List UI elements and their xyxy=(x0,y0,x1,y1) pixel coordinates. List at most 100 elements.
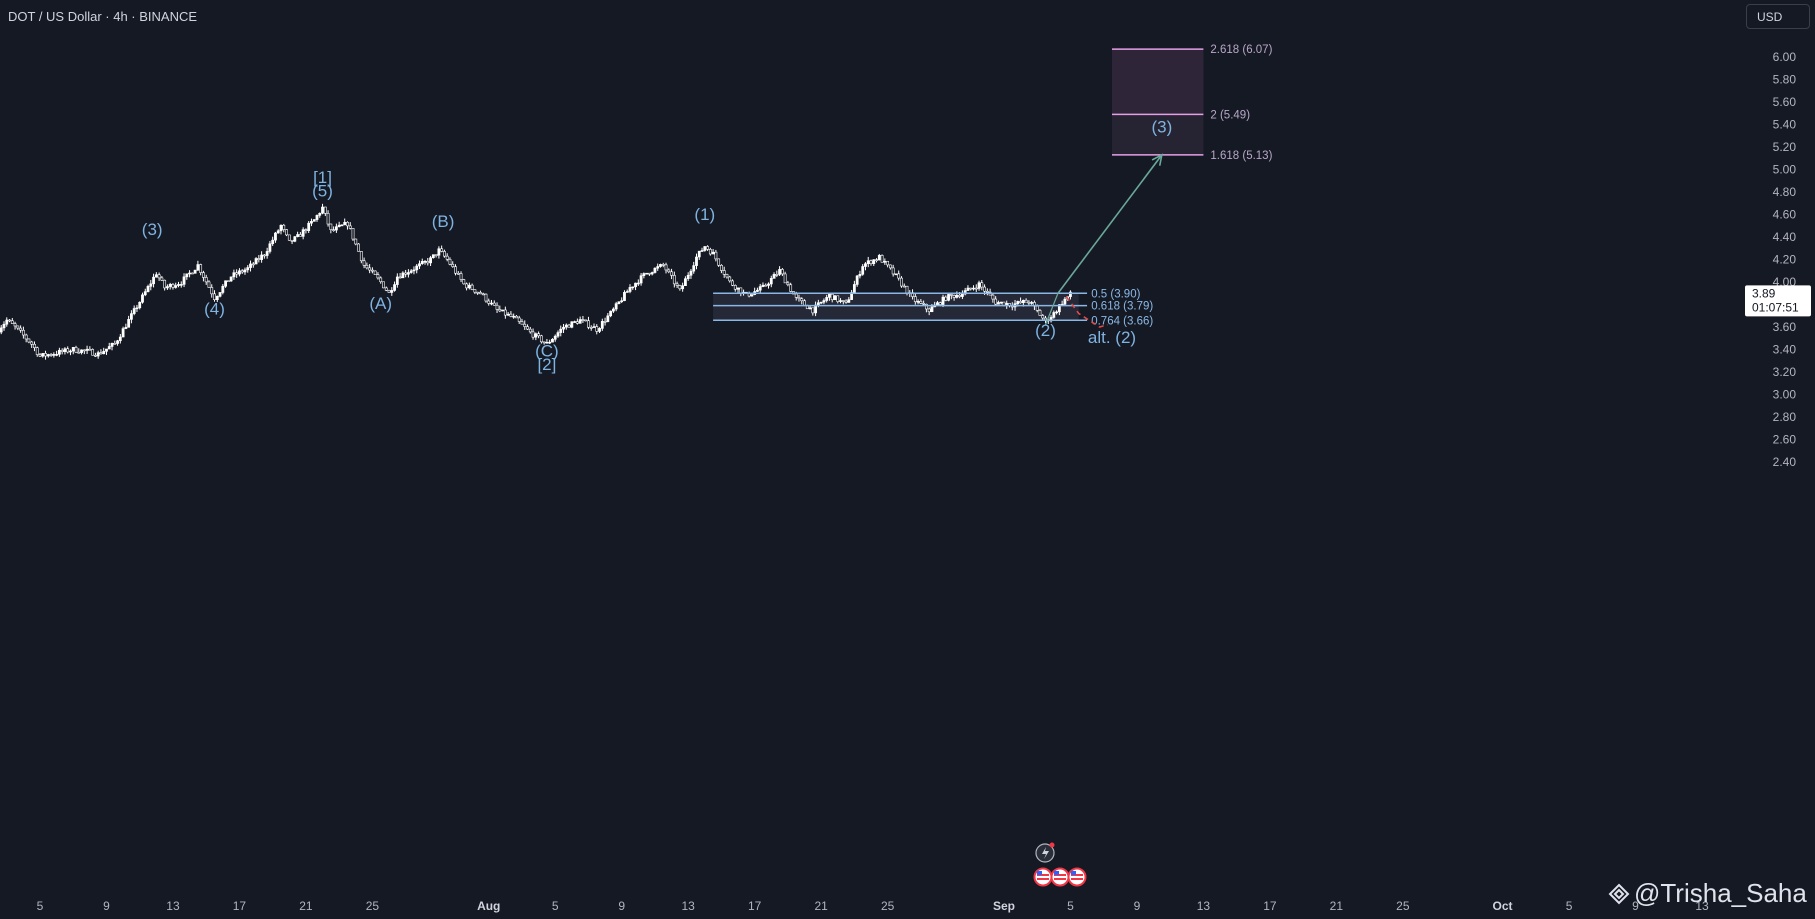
candle-body xyxy=(606,315,610,322)
candle-body xyxy=(789,284,793,292)
y-tick-label: 5.60 xyxy=(1773,95,1797,109)
candle-body xyxy=(539,335,543,343)
candle-body xyxy=(71,347,75,352)
candle-body xyxy=(589,327,593,329)
candle-body xyxy=(171,284,175,288)
candle-body xyxy=(373,270,377,275)
wave-2-line xyxy=(1044,293,1059,325)
candle-body xyxy=(941,296,945,305)
candle-body xyxy=(866,260,870,265)
candle-body xyxy=(199,264,203,273)
candle-body xyxy=(484,293,488,302)
candle-body xyxy=(825,297,829,301)
candle-body xyxy=(384,287,388,291)
candle-body xyxy=(348,225,352,229)
candle-body xyxy=(562,326,565,330)
candle-body xyxy=(132,308,136,314)
candle-body xyxy=(487,300,491,304)
candle-body xyxy=(368,267,372,271)
candle-body xyxy=(861,266,865,275)
candle-body xyxy=(983,286,986,292)
candle-body xyxy=(141,294,144,303)
candle-body xyxy=(1030,302,1034,304)
us-flag-icon xyxy=(1067,867,1087,887)
candle-body xyxy=(888,264,892,269)
candle-body xyxy=(365,265,369,269)
candle-body xyxy=(642,273,646,276)
candle-body xyxy=(999,301,1003,304)
candle-body xyxy=(326,213,330,225)
x-tick-label: Aug xyxy=(477,899,500,913)
candle-body xyxy=(761,284,765,287)
candle-body xyxy=(1021,299,1025,304)
candle-body xyxy=(692,265,696,272)
candle-body xyxy=(603,321,607,323)
y-tick-label: 3.20 xyxy=(1773,365,1797,379)
candle-body xyxy=(703,246,707,251)
x-tick-label: Oct xyxy=(1493,899,1513,913)
candle-body xyxy=(1041,315,1045,319)
candle-body xyxy=(143,291,147,296)
candle-body xyxy=(99,352,103,355)
candle-body xyxy=(875,259,878,261)
candle-body xyxy=(756,289,759,292)
last-price-badge xyxy=(1745,285,1811,317)
candle-body xyxy=(980,282,984,288)
candle-body xyxy=(584,319,588,322)
candle-body xyxy=(772,274,776,279)
candle-body xyxy=(420,261,424,265)
candle-body xyxy=(16,325,20,329)
candle-body xyxy=(733,285,737,290)
candle-body xyxy=(575,321,579,324)
flag-icon-canton xyxy=(1037,871,1042,875)
candle-body xyxy=(659,264,662,267)
candle-body xyxy=(293,236,297,242)
candle-body xyxy=(581,319,585,321)
candle-body xyxy=(509,313,513,317)
candle-body xyxy=(924,303,928,310)
candle-body xyxy=(354,238,358,245)
candle-body xyxy=(490,302,493,305)
currency-button[interactable]: USD xyxy=(1746,4,1810,29)
candle-body xyxy=(409,270,413,273)
candle-body xyxy=(636,282,640,285)
candle-body xyxy=(523,323,527,327)
candle-body xyxy=(445,255,449,260)
x-tick-label: 21 xyxy=(299,899,313,913)
candle-body xyxy=(33,343,36,348)
candle-body xyxy=(1035,305,1039,311)
candle-body xyxy=(891,267,895,275)
extension-zone-lower xyxy=(1111,114,1204,155)
x-tick-label: 5 xyxy=(1067,899,1074,913)
x-tick-label: 17 xyxy=(233,899,247,913)
candle-body xyxy=(952,295,956,298)
candle-body xyxy=(811,307,815,314)
watermark: @Trisha_Saha xyxy=(1608,878,1807,909)
candle-body xyxy=(285,229,288,236)
candle-body xyxy=(296,234,300,237)
candle-body xyxy=(262,254,266,257)
candle-body xyxy=(706,246,709,250)
candle-body xyxy=(301,229,305,237)
candle-body xyxy=(110,343,114,347)
y-tick-label: 2.40 xyxy=(1773,455,1797,469)
candle-body xyxy=(520,321,524,325)
candle-body xyxy=(160,277,164,281)
candle-body xyxy=(573,321,577,323)
candle-body xyxy=(235,272,239,275)
candle-body xyxy=(96,352,100,357)
candle-body xyxy=(667,269,671,273)
x-tick-label: 13 xyxy=(1197,899,1211,913)
candle-body xyxy=(379,277,383,283)
candle-body xyxy=(254,258,258,265)
y-tick-label: 4.20 xyxy=(1773,253,1797,267)
candle-body xyxy=(362,260,366,266)
candle-body xyxy=(24,334,28,340)
candle-body xyxy=(271,239,275,245)
x-tick-label: 17 xyxy=(1263,899,1277,913)
x-tick-label: 9 xyxy=(103,899,110,913)
x-tick-label: 13 xyxy=(1695,899,1709,913)
candle-body xyxy=(1044,317,1047,320)
candle-body xyxy=(844,300,848,303)
